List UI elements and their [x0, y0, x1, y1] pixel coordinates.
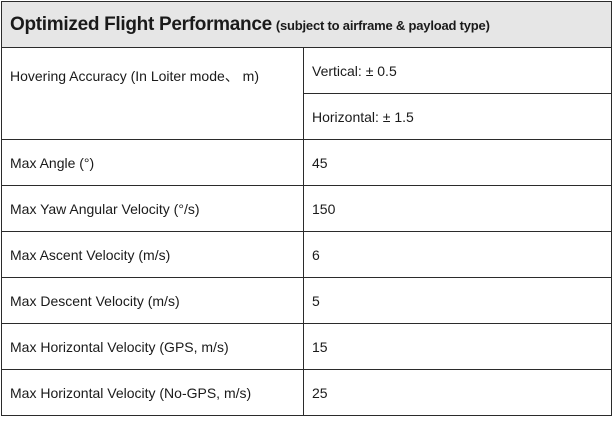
row-value: 5 [303, 277, 612, 324]
row-value: 150 [303, 185, 612, 232]
row-label: Max Ascent Velocity (m/s) [1, 231, 304, 278]
table-title: Optimized Flight Performance [10, 13, 272, 35]
table-row: Max Yaw Angular Velocity (°/s) 150 [1, 185, 612, 232]
flight-performance-table: Optimized Flight Performance (subject to … [1, 1, 612, 416]
hovering-vertical-value: Vertical: ± 0.5 [303, 47, 612, 94]
row-label: Max Descent Velocity (m/s) [1, 277, 304, 324]
table-header: Optimized Flight Performance (subject to … [1, 1, 612, 48]
row-value: 25 [303, 369, 612, 416]
row-label: Max Angle (°) [1, 139, 304, 186]
hovering-horizontal-value: Horizontal: ± 1.5 [303, 93, 612, 140]
row-label: Max Horizontal Velocity (No-GPS, m/s) [1, 369, 304, 416]
row-label: Max Yaw Angular Velocity (°/s) [1, 185, 304, 232]
row-label: Max Horizontal Velocity (GPS, m/s) [1, 323, 304, 370]
table-row: Max Descent Velocity (m/s) 5 [1, 277, 612, 324]
row-value: 6 [303, 231, 612, 278]
table-row-hovering-vertical: Hovering Accuracy (In Loiter mode、 m) Ve… [1, 47, 612, 140]
table-row: Max Horizontal Velocity (GPS, m/s) 15 [1, 323, 612, 370]
table-row-hovering-horizontal: Horizontal: ± 1.5 [2, 93, 612, 140]
row-value: 15 [303, 323, 612, 370]
table-row: Max Ascent Velocity (m/s) 6 [1, 231, 612, 278]
hovering-accuracy-label: Hovering Accuracy (In Loiter mode、 m) [1, 47, 304, 140]
table-subtitle: (subject to airframe & payload type) [275, 17, 490, 33]
row-value: 45 [303, 139, 612, 186]
table-row: Max Angle (°) 45 [1, 139, 612, 186]
table-row: Max Horizontal Velocity (No-GPS, m/s) 25 [1, 369, 612, 416]
